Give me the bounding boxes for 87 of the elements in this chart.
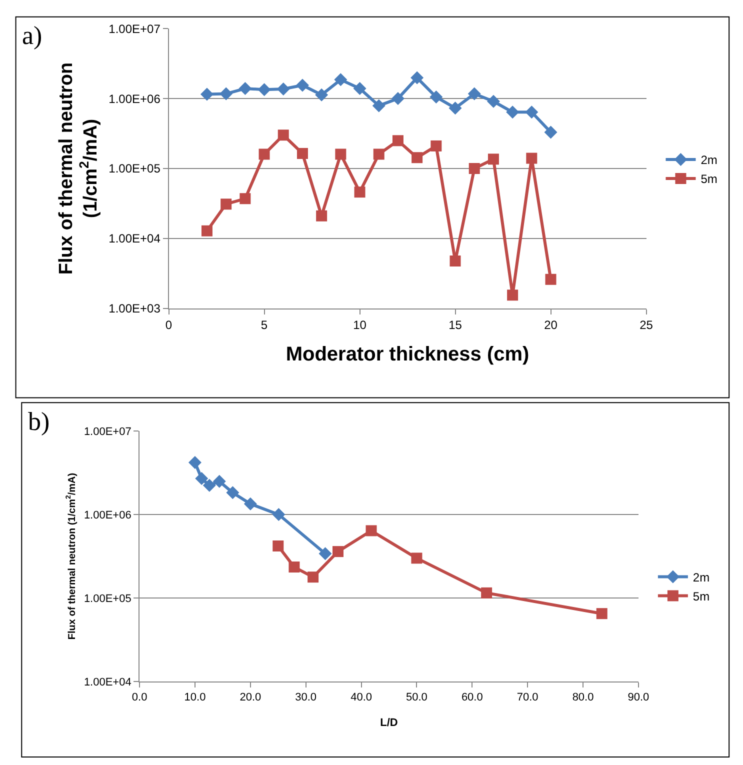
point [373, 148, 384, 160]
point [272, 540, 284, 552]
legend-label: 2m [700, 153, 718, 168]
x-tick-label: 80.0 [572, 692, 594, 704]
y-tick-label: 1.00E+07 [84, 426, 132, 438]
x-tick-label: 50.0 [406, 692, 428, 704]
x-tick-label: 5 [260, 318, 268, 332]
point [278, 130, 289, 141]
x-tick-label: 20 [544, 318, 558, 332]
point [430, 140, 442, 152]
point [468, 87, 481, 100]
point [258, 83, 271, 96]
x-tick-label: 60.0 [461, 692, 483, 704]
point [488, 154, 499, 165]
point [315, 88, 328, 102]
point [272, 508, 286, 522]
point [545, 274, 556, 285]
point [430, 90, 443, 104]
point [200, 88, 214, 101]
x-axis-title: L/D [380, 716, 398, 729]
point [201, 225, 212, 236]
point [334, 73, 348, 86]
x-tick-label: 10.0 [184, 692, 206, 704]
x-tick-label: 10 [353, 318, 367, 332]
x-tick-label: 0.0 [132, 692, 148, 704]
point [240, 193, 251, 204]
legend-label: 5m [700, 172, 718, 186]
point [392, 135, 404, 146]
point [391, 92, 404, 106]
x-tick-label: 15 [448, 318, 462, 332]
point [410, 71, 424, 84]
x-tick-label: 90.0 [628, 692, 650, 704]
point [526, 152, 538, 164]
x-tick-label: 30.0 [295, 692, 317, 704]
point [450, 256, 461, 267]
y-tick-label: 1.00E+05 [84, 592, 132, 605]
x-tick-label: 25 [640, 318, 654, 332]
point [212, 474, 226, 488]
x-tick-label: 70.0 [516, 692, 538, 704]
x-tick-label: 20.0 [240, 692, 262, 704]
point [296, 78, 309, 92]
text: b) [28, 407, 50, 436]
point [448, 102, 462, 115]
x-tick-label: 0 [165, 318, 172, 332]
point [412, 152, 423, 164]
point [188, 456, 202, 470]
point [525, 106, 538, 119]
x-tick-label: 40.0 [350, 692, 372, 704]
y-tick-label: 1.00E+04 [84, 676, 132, 688]
point [318, 547, 332, 560]
y-tick-label: 1.00E+06 [108, 92, 161, 106]
point [411, 552, 422, 564]
point [372, 99, 386, 112]
point [366, 525, 377, 536]
point [316, 210, 328, 222]
y-tick-label: 1.00E+07 [108, 22, 161, 36]
point [258, 148, 270, 160]
y-tick-label: 1.00E+04 [108, 232, 161, 246]
point [308, 572, 319, 583]
point [507, 290, 518, 301]
point [596, 608, 608, 620]
y-tick-label: 1.00E+03 [108, 302, 161, 316]
y-tick-label: 1.00E+05 [108, 162, 161, 176]
point [335, 148, 346, 160]
point [220, 87, 233, 100]
point [506, 106, 520, 119]
point [226, 486, 240, 500]
point [354, 186, 366, 198]
y-tick-label: 1.00E+06 [84, 509, 132, 522]
point [468, 162, 480, 174]
point [202, 478, 216, 492]
text: a) [22, 21, 42, 50]
legend-label: 5m [692, 589, 710, 604]
point [332, 546, 344, 558]
point [486, 94, 500, 108]
point [238, 82, 252, 96]
point [544, 126, 558, 139]
point [244, 497, 257, 510]
point [288, 562, 300, 573]
point [220, 198, 232, 210]
point [195, 472, 208, 486]
point [353, 82, 366, 96]
legend-label: 2m [692, 570, 710, 584]
point [276, 82, 290, 96]
point [481, 587, 492, 598]
x-axis-title: Moderator thickness (cm) [286, 343, 530, 366]
point [296, 148, 308, 159]
